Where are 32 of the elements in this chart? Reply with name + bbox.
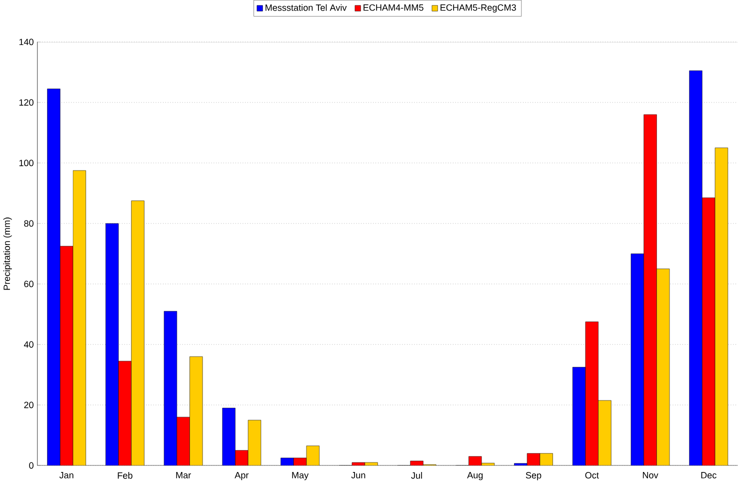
bar [630,254,644,466]
y-tick-label: 0 [29,462,34,469]
y-tick-label: 20 [24,402,34,408]
x-tick-label: Sep [526,472,542,480]
y-axis-title: Precipitation (mm) [3,218,12,290]
x-tick-label: Mar [176,472,191,479]
y-tick-label: 60 [24,280,34,288]
y-tick-label: 140 [19,38,34,46]
x-tick-label: Oct [585,472,599,479]
y-tick-label: 80 [24,220,34,227]
x-tick-label: May [292,472,309,480]
y-tick-label: 120 [19,99,34,106]
x-tick-label: Nov [642,472,658,479]
bar [106,224,119,466]
x-tick-label: Jan [59,472,74,479]
y-tick-label: 100 [19,160,34,166]
x-tick-label: Feb [118,472,132,479]
legend-label: Messstation Tel Aviv [266,4,347,12]
y-tick-label: 40 [24,341,34,348]
bar [164,311,178,466]
x-tick-label: Jul [411,472,422,479]
x-tick-label: Jun [351,472,366,479]
legend-label: ECHAM4-MM5 [364,4,424,11]
bar [689,70,702,466]
bar [280,458,294,466]
bar [47,88,60,466]
x-tick-label: Aug [467,472,483,480]
bar [572,367,586,466]
bar [222,408,236,466]
x-tick-label: Apr [234,472,249,480]
legend-label: ECHAM5-RegCM3 [440,4,516,13]
x-tick-label: Dec [701,472,716,479]
